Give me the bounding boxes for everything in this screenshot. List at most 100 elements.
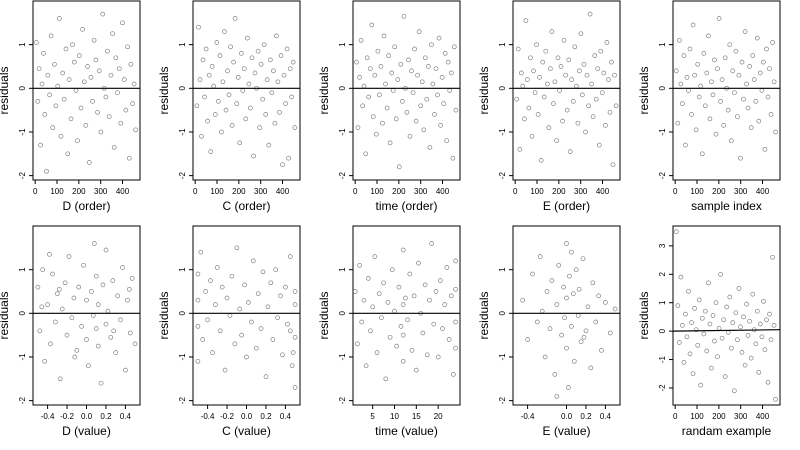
data-point xyxy=(290,59,296,65)
data-point xyxy=(68,116,74,122)
data-point xyxy=(361,297,367,303)
data-point xyxy=(719,335,725,341)
data-point xyxy=(745,105,751,111)
data-point xyxy=(738,324,743,330)
data-point xyxy=(606,77,611,82)
data-point xyxy=(280,162,285,168)
data-point xyxy=(390,88,396,93)
y-axis-label: residuals xyxy=(157,66,171,114)
data-point xyxy=(601,70,607,76)
data-point xyxy=(757,321,763,327)
data-point xyxy=(71,59,77,65)
data-point xyxy=(274,33,279,39)
data-point xyxy=(537,254,543,259)
data-point xyxy=(736,286,742,291)
data-point xyxy=(80,27,85,32)
data-point xyxy=(93,273,99,279)
data-point xyxy=(264,77,270,82)
y-tick-label: -2 xyxy=(18,397,27,405)
data-point xyxy=(425,64,431,69)
data-point xyxy=(232,341,238,347)
data-point xyxy=(407,133,413,139)
data-point xyxy=(707,116,713,122)
x-tick-label: 200 xyxy=(392,187,406,196)
data-point xyxy=(229,273,235,279)
x-tick-label: 100 xyxy=(370,187,384,196)
plot-frame xyxy=(672,225,781,406)
data-point xyxy=(558,64,564,69)
data-point xyxy=(292,334,298,340)
data-point xyxy=(534,319,540,325)
y-tick-label: -2 xyxy=(498,172,507,180)
y-tick-label: -2 xyxy=(18,172,27,180)
x-tick-label: 200 xyxy=(72,187,86,196)
data-point xyxy=(287,66,293,72)
data-point xyxy=(197,77,203,82)
data-point xyxy=(225,68,230,74)
data-point xyxy=(555,55,561,61)
data-point xyxy=(62,280,68,286)
data-point xyxy=(81,79,87,85)
data-point xyxy=(393,116,399,122)
data-point xyxy=(111,328,117,334)
y-tick-label: 1 xyxy=(178,267,187,272)
data-point xyxy=(235,75,241,80)
data-point xyxy=(398,324,404,329)
data-point xyxy=(125,297,130,303)
x-axis-label: E (order) xyxy=(543,199,590,213)
data-point xyxy=(552,372,558,377)
data-point xyxy=(681,360,687,365)
data-point xyxy=(379,315,384,321)
y-tick-label: -2 xyxy=(178,397,187,405)
data-point xyxy=(453,319,458,325)
data-point xyxy=(534,42,539,48)
data-point xyxy=(396,164,402,170)
data-point xyxy=(283,101,288,106)
y-tick-label: -1 xyxy=(658,355,667,363)
data-point xyxy=(738,155,743,161)
data-point xyxy=(612,72,617,78)
data-point xyxy=(74,348,80,353)
data-point xyxy=(690,22,696,28)
data-point xyxy=(366,94,372,100)
data-point xyxy=(447,88,453,93)
x-tick-label: 200 xyxy=(712,187,726,196)
panel-3: 0 100 200 300 400 -2 -1 0 1 time (order) residuals xyxy=(317,0,461,213)
data-point xyxy=(429,42,434,48)
data-point xyxy=(589,81,594,87)
data-point xyxy=(380,120,385,126)
data-point xyxy=(709,79,714,85)
data-point xyxy=(569,249,574,255)
data-point xyxy=(542,354,548,360)
data-point xyxy=(576,286,582,292)
data-point xyxy=(445,59,451,65)
data-point xyxy=(383,376,389,382)
data-point xyxy=(599,90,605,96)
data-point xyxy=(278,293,283,299)
x-tick-label: 100 xyxy=(690,187,704,196)
x-tick-label: 300 xyxy=(414,187,428,196)
data-point xyxy=(40,267,46,273)
data-point xyxy=(676,37,682,43)
data-point xyxy=(554,393,560,399)
data-point xyxy=(86,160,92,165)
x-tick-label: 300 xyxy=(734,412,748,421)
data-point xyxy=(765,379,771,385)
data-point xyxy=(424,96,430,102)
data-point xyxy=(713,300,719,306)
data-point xyxy=(761,298,766,304)
data-point xyxy=(267,57,273,63)
y-axis-label: residuals xyxy=(317,66,331,114)
data-point xyxy=(400,247,406,253)
data-point xyxy=(63,46,69,52)
data-point xyxy=(693,127,699,133)
data-point xyxy=(716,325,722,331)
plot-frame xyxy=(32,0,141,181)
data-point xyxy=(730,68,736,74)
x-tick-label: 0.4 xyxy=(280,412,292,421)
data-point xyxy=(532,90,538,96)
data-point xyxy=(693,327,699,333)
data-point xyxy=(557,88,562,93)
y-tick-label: -2 xyxy=(658,172,667,180)
panel-1: 0 100 200 300 400 -2 -1 0 1 D (order) residuals xyxy=(0,0,141,213)
